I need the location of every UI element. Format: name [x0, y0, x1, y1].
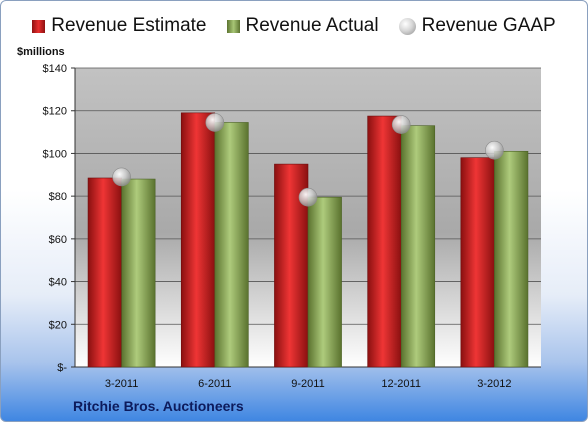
- bar-revenue-actual: [307, 196, 342, 368]
- marker-revenue-gaap: [485, 140, 504, 160]
- bar-revenue-estimate: [367, 115, 402, 368]
- company-name: Ritchie Bros. Auctioneers: [73, 398, 244, 414]
- marker-revenue-gaap: [298, 187, 318, 207]
- legend-swatch-actual: [226, 19, 240, 33]
- x-tick-label: 9-2011: [291, 378, 324, 390]
- x-tick-label: 3-2011: [105, 378, 138, 390]
- legend-label-gaap: Revenue GAAP: [421, 15, 556, 36]
- legend-label-actual: Revenue Actual: [245, 15, 379, 36]
- chart-legend: Revenue Estimate Revenue Actual Revenue …: [1, 15, 587, 37]
- y-axis-ticks: $- $20 $40 $60 $80 $100 $120 $140: [43, 63, 75, 374]
- y-tick-label: $40: [49, 277, 67, 289]
- bar-revenue-actual: [121, 178, 156, 368]
- legend-item-actual: Revenue Actual: [226, 15, 379, 37]
- x-tick-label: 12-2011: [381, 378, 421, 390]
- y-tick-label: $80: [49, 191, 67, 203]
- y-tick-label: $60: [49, 234, 67, 246]
- marker-revenue-gaap: [112, 167, 131, 187]
- y-tick-label: $100: [43, 148, 67, 160]
- bar-revenue-estimate: [180, 112, 216, 368]
- y-tick-label: $120: [43, 106, 67, 118]
- y-tick-label: $20: [49, 319, 67, 331]
- y-tick-label: $140: [43, 63, 67, 75]
- x-tick-label: 3-2012: [477, 378, 511, 390]
- y-tick-label: $-: [57, 362, 67, 374]
- bar-revenue-estimate: [460, 157, 495, 368]
- y-axis-unit-label: $millions: [17, 46, 65, 58]
- legend-swatch-gaap: [398, 17, 416, 35]
- legend-swatch-estimate: [32, 19, 46, 33]
- x-axis-ticks: 3-2011 6-2011 9-2011 12-2011 3-2012: [105, 378, 512, 390]
- bar-revenue-actual: [400, 125, 436, 368]
- gaap-markers: [112, 113, 504, 207]
- bar-revenue-estimate: [87, 177, 122, 368]
- bar-revenue-actual: [494, 150, 529, 368]
- marker-revenue-gaap: [391, 115, 411, 134]
- legend-item-gaap: Revenue GAAP: [398, 15, 556, 37]
- legend-label-estimate: Revenue Estimate: [51, 15, 207, 36]
- x-tick-label: 6-2011: [198, 378, 231, 390]
- legend-item-estimate: Revenue Estimate: [32, 15, 207, 37]
- bar-revenue-actual: [214, 122, 249, 368]
- bars: [87, 112, 529, 368]
- marker-revenue-gaap: [205, 113, 225, 132]
